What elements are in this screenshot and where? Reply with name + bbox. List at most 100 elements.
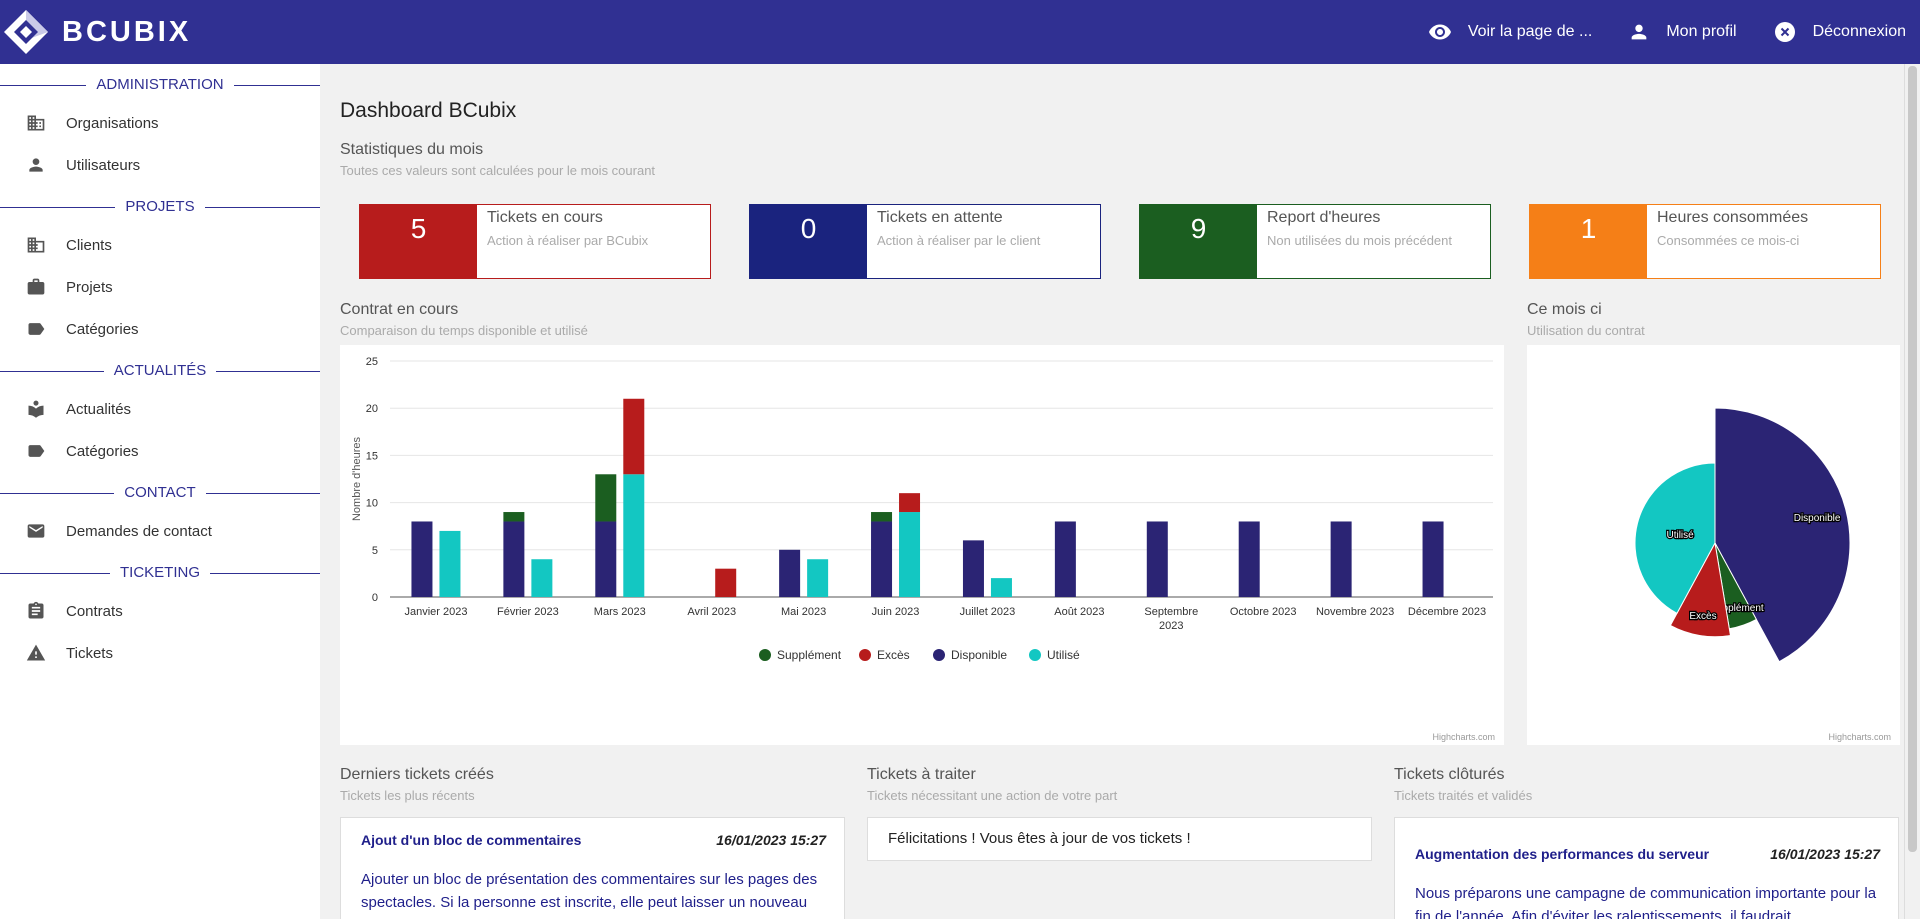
todo-tickets-card: Félicitations ! Vous êtes à jour de vos … [867, 817, 1372, 861]
mail-icon [27, 524, 45, 538]
stat-subtitle: Consommées ce mois-ci [1657, 233, 1800, 248]
y-tick-label: 15 [366, 450, 378, 462]
bar-utilisé[interactable] [899, 512, 921, 597]
ticket-title[interactable]: Ajout d'un bloc de commentaires [361, 832, 582, 848]
y-axis-label: Nombre d'heures [351, 436, 363, 521]
bar-disponible[interactable] [595, 521, 617, 597]
svg-text:Supplément: Supplément [777, 648, 842, 662]
bar-excès[interactable] [623, 398, 645, 475]
x-tick-label: Février 2023 [497, 606, 559, 618]
bar-excès[interactable] [715, 568, 737, 597]
legend-item-supplément[interactable]: Supplément [759, 648, 842, 662]
eye-icon [1428, 24, 1451, 40]
top-nav: Voir la page de ... Mon profil Déconnexi… [1392, 0, 1906, 64]
bar-excès[interactable] [899, 493, 921, 513]
legend-item-excès[interactable]: Excès [859, 648, 910, 662]
y-tick-label: 25 [366, 356, 378, 368]
sidebar-item-utilisateurs[interactable]: Utilisateurs [0, 144, 320, 186]
sidebar-item-actualites[interactable]: Actualités [0, 388, 320, 430]
ticket-title[interactable]: Augmentation des performances du serveur [1415, 846, 1710, 862]
bar-disponible[interactable] [1422, 521, 1444, 597]
brand-name: BCUBIX [62, 15, 192, 48]
y-tick-label: 5 [372, 545, 378, 557]
bar-disponible[interactable] [503, 521, 525, 597]
bar-supplément[interactable] [595, 474, 617, 522]
x-tick-label: Mai 2023 [781, 606, 826, 618]
bar-disponible[interactable] [779, 549, 801, 597]
closed-tickets-subheading: Tickets traités et validés [1394, 788, 1533, 803]
highcharts-credit[interactable]: Highcharts.com [1828, 732, 1891, 742]
bar-disponible[interactable] [1238, 521, 1260, 597]
stat-card-tickets-en-cours[interactable]: 5 Tickets en cours Action à réaliser par… [359, 204, 711, 279]
sidebar-item-categories-projets[interactable]: Catégories [0, 308, 320, 350]
pie-slice-disponible[interactable] [1714, 407, 1851, 663]
building-icon [27, 237, 45, 253]
bar-utilisé[interactable] [439, 530, 461, 597]
contract-bar-chart: 0 5 10 15 20 25 Nombre d'heures Janvier 2023 Fév… [351, 356, 1493, 662]
stat-title: Report d'heures [1267, 209, 1381, 226]
sidebar-item-organisations[interactable]: Organisations [0, 102, 320, 144]
stat-card-heures-consommees[interactable]: 1 Heures consommées Consommées ce mois-c… [1529, 204, 1881, 279]
sidebar-item-categories-actualites[interactable]: Catégories [0, 430, 320, 472]
briefcase-icon [27, 278, 45, 295]
contract-heading-block: Contrat en cours Comparaison du temps di… [340, 301, 588, 338]
svg-text:Disponible: Disponible [951, 648, 1007, 662]
bar-disponible[interactable] [1146, 521, 1168, 597]
ticket-body: Ajouter un bloc de présentation des comm… [361, 871, 818, 919]
sidebar: ADMINISTRATION Organisations Utilisateur… [0, 64, 320, 919]
sidebar-item-projets[interactable]: Projets [0, 266, 320, 308]
sidebar-item-clients[interactable]: Clients [0, 224, 320, 266]
stat-card-tickets-en-attente[interactable]: 0 Tickets en attente Action à réaliser p… [749, 204, 1101, 279]
bar-disponible[interactable] [1330, 521, 1352, 597]
contract-heading: Contrat en cours [340, 301, 459, 318]
stat-card-report-heures[interactable]: 9 Report d'heures Non utilisées du mois … [1139, 204, 1491, 279]
bar-disponible[interactable] [411, 521, 433, 597]
sidebar-item-demandes-contact[interactable]: Demandes de contact [0, 510, 320, 552]
sidebar-item-contrats[interactable]: Contrats [0, 590, 320, 632]
bar-utilisé[interactable] [531, 559, 553, 597]
x-tick-label: Janvier 2023 [404, 606, 467, 618]
stat-subtitle: Non utilisées du mois précédent [1267, 233, 1452, 248]
month-heading: Ce mois ci [1527, 301, 1602, 318]
todo-tickets-heading: Tickets à traiter [867, 766, 976, 783]
bar-utilisé[interactable] [990, 578, 1012, 597]
ticket-body: Nous préparons une campagne de communica… [1415, 885, 1877, 919]
legend-item-utilisé[interactable]: Utilisé [1029, 648, 1080, 662]
page-scrollbar[interactable] [1904, 64, 1920, 919]
pie-label: Utilisé [1666, 530, 1694, 541]
latest-tickets-heading-block: Derniers tickets créés Tickets les plus … [340, 766, 494, 803]
stat-value: 5 [360, 205, 477, 278]
section-title-administration: ADMINISTRATION [0, 74, 320, 96]
stat-subtitle: Action à réaliser par BCubix [487, 233, 649, 248]
stat-value: 1 [1530, 205, 1647, 278]
closed-tickets-heading: Tickets clôturés [1394, 766, 1505, 783]
closed-tickets-heading-block: Tickets clôturés Tickets traités et vali… [1394, 766, 1532, 803]
bar-disponible[interactable] [962, 540, 984, 597]
latest-ticket-card[interactable]: Ajout d'un bloc de commentaires 16/01/20… [340, 817, 845, 919]
month-subheading: Utilisation du contrat [1527, 323, 1645, 338]
sidebar-item-tickets[interactable]: Tickets [0, 632, 320, 674]
stat-value: 9 [1140, 205, 1257, 278]
bar-utilisé[interactable] [807, 559, 829, 597]
highcharts-credit[interactable]: Highcharts.com [1432, 732, 1495, 742]
pie-slice-excès[interactable] [1669, 541, 1732, 638]
x-tick-label: Août 2023 [1054, 606, 1104, 618]
scrollbar-thumb[interactable] [1908, 66, 1917, 852]
bar-disponible[interactable] [1054, 521, 1076, 597]
bar-supplément[interactable] [871, 512, 893, 522]
bar-utilisé[interactable] [623, 474, 645, 597]
logout-link[interactable]: Déconnexion [1773, 20, 1906, 44]
contract-subheading: Comparaison du temps disponible et utili… [340, 323, 588, 338]
legend-item-disponible[interactable]: Disponible [933, 648, 1007, 662]
logo[interactable]: BCUBIX [0, 0, 191, 64]
logout-label: Déconnexion [1812, 23, 1906, 40]
bar-disponible[interactable] [871, 521, 893, 597]
stat-subtitle: Action à réaliser par le client [877, 233, 1041, 248]
closed-ticket-card[interactable]: Augmentation des performances du serveur… [1394, 817, 1899, 919]
view-page-link[interactable]: Voir la page de ... [1428, 20, 1592, 44]
pie-slice-utilisé[interactable] [1634, 462, 1716, 615]
bar-supplément[interactable] [503, 512, 525, 522]
profile-link[interactable]: Mon profil [1628, 21, 1737, 43]
bcubix-logo-icon [4, 10, 48, 54]
